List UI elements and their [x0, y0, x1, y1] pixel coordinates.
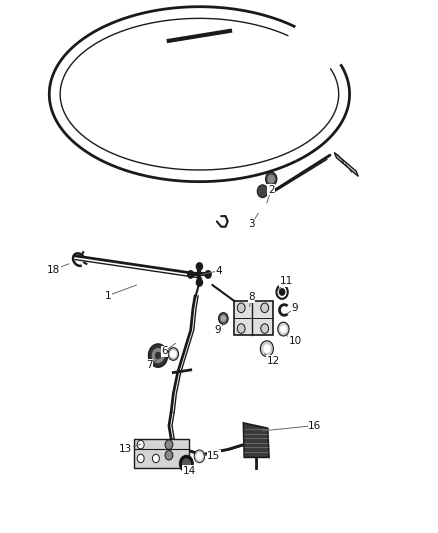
Circle shape — [148, 344, 168, 367]
Text: 7: 7 — [146, 360, 153, 369]
Circle shape — [279, 289, 285, 295]
Circle shape — [278, 322, 289, 336]
Text: 10: 10 — [289, 336, 302, 346]
FancyBboxPatch shape — [234, 301, 273, 335]
Circle shape — [196, 279, 202, 286]
Text: 18: 18 — [47, 265, 60, 274]
Circle shape — [219, 313, 228, 324]
Circle shape — [152, 349, 164, 362]
Circle shape — [221, 316, 226, 321]
Circle shape — [264, 345, 270, 352]
Circle shape — [261, 303, 268, 313]
Text: 12: 12 — [267, 356, 280, 366]
FancyBboxPatch shape — [134, 439, 188, 468]
Circle shape — [261, 324, 268, 333]
Circle shape — [268, 175, 274, 183]
Text: 13: 13 — [119, 445, 132, 455]
Circle shape — [237, 324, 245, 333]
Circle shape — [137, 454, 144, 463]
Polygon shape — [244, 423, 269, 457]
Circle shape — [260, 341, 273, 357]
Circle shape — [194, 450, 205, 463]
Circle shape — [171, 351, 176, 357]
Circle shape — [257, 185, 268, 198]
Text: 3: 3 — [248, 219, 255, 229]
Circle shape — [152, 454, 159, 463]
Circle shape — [237, 303, 245, 313]
Text: 8: 8 — [248, 292, 255, 302]
Text: 15: 15 — [207, 451, 220, 461]
Circle shape — [137, 440, 144, 449]
Text: 14: 14 — [183, 466, 196, 475]
Circle shape — [168, 348, 179, 360]
Text: 1: 1 — [105, 290, 111, 301]
Text: 9: 9 — [292, 303, 298, 313]
Text: 16: 16 — [308, 421, 321, 431]
Text: 11: 11 — [280, 276, 293, 286]
Circle shape — [155, 352, 161, 359]
Circle shape — [165, 440, 173, 449]
Text: 4: 4 — [215, 266, 223, 276]
Circle shape — [196, 263, 202, 270]
Circle shape — [276, 285, 288, 299]
Polygon shape — [334, 152, 358, 176]
Text: 9: 9 — [214, 325, 221, 335]
Circle shape — [205, 271, 211, 278]
Circle shape — [183, 459, 190, 469]
Text: 6: 6 — [161, 346, 168, 357]
Circle shape — [197, 453, 202, 459]
Circle shape — [265, 172, 277, 186]
Text: 2: 2 — [268, 184, 275, 195]
Circle shape — [281, 326, 286, 332]
Circle shape — [187, 271, 194, 278]
Circle shape — [165, 450, 173, 460]
Circle shape — [180, 455, 193, 472]
